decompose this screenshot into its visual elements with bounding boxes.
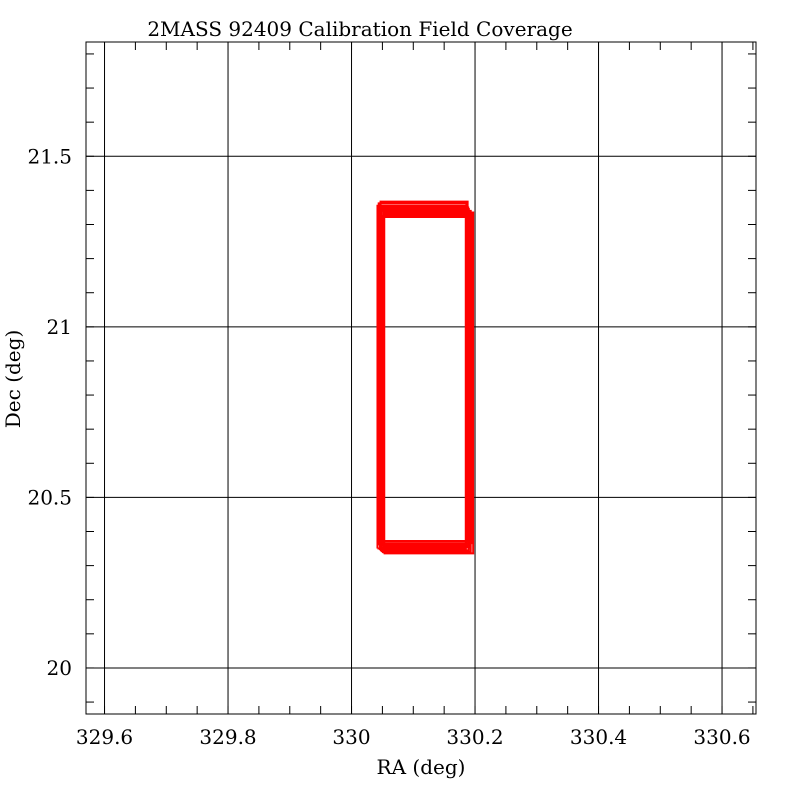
y-tick-label: 20.5 [27, 485, 72, 509]
coverage-footprint [380, 215, 472, 549]
x-tick-label: 329.6 [76, 725, 133, 749]
x-tick-label: 330.4 [570, 725, 627, 749]
x-axis-label: RA (deg) [377, 755, 466, 779]
coverage-footprint [382, 214, 471, 548]
minor-ticks [86, 42, 756, 714]
coverage-series [376, 200, 475, 555]
grid-lines [86, 42, 756, 714]
coverage-footprint [383, 213, 473, 545]
chart-title: 2MASS 92409 Calibration Field Coverage [147, 17, 572, 41]
y-axis-label: Dec (deg) [1, 330, 25, 428]
plot-frame [85, 41, 757, 715]
y-tick-label: 21.5 [27, 144, 72, 168]
y-tick-label: 21 [47, 315, 72, 339]
x-tick-label: 330.6 [693, 725, 750, 749]
x-tick-label: 330 [332, 725, 370, 749]
x-tick-label: 329.8 [199, 725, 256, 749]
x-tick-label: 330.2 [446, 725, 503, 749]
y-tick-label: 20 [47, 656, 72, 680]
coverage-footprint [378, 206, 470, 547]
tick-labels: 329.6 329.8 330 330.2 330.4 330.6 20 20.5 21 21.5 [27, 144, 750, 749]
